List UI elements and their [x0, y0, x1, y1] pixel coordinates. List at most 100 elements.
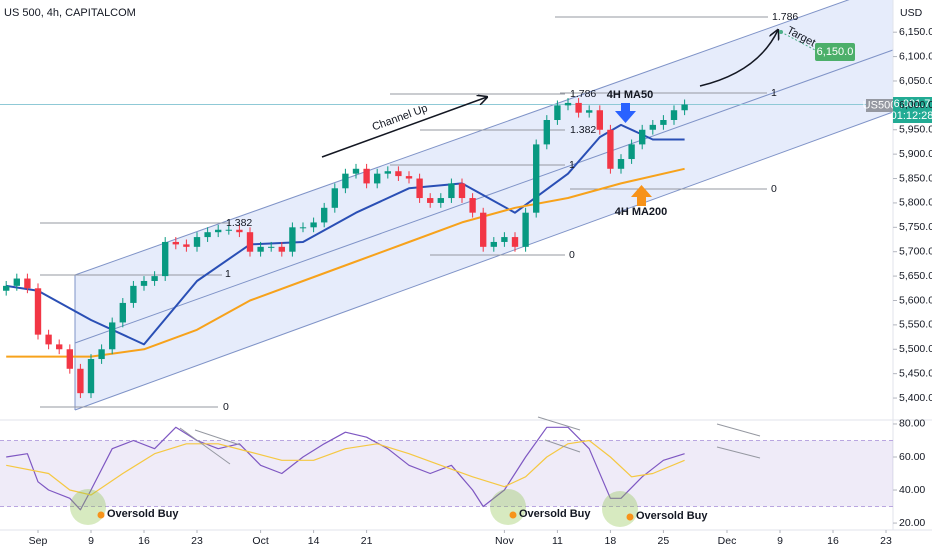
y-tick-label: 5,400.0: [899, 392, 932, 404]
target-badge: [815, 43, 855, 61]
chart-title: US 500, 4h, CAPITALCOM: [4, 7, 136, 19]
candle-body: [119, 302, 126, 323]
candle-body: [193, 237, 201, 247]
fib-label: 1.382: [570, 124, 596, 136]
series-line: [6, 439, 685, 496]
marker-dot: [509, 511, 517, 519]
candle-body: [87, 359, 95, 394]
candle-body: [490, 241, 497, 247]
candle-body: [45, 334, 52, 345]
x-tick-label: 23: [191, 535, 203, 547]
target-label: 6,150.0: [817, 46, 854, 58]
down-arrow: [615, 103, 636, 123]
candle-body: [66, 349, 73, 369]
y-tick-label: 6,100.0: [899, 50, 932, 62]
candle-body: [639, 129, 646, 145]
rsi-trendline: [716, 446, 761, 459]
y-axis-label: USD: [900, 7, 923, 19]
candle-body: [278, 246, 285, 252]
rsi-trendline: [716, 423, 761, 437]
candle-body: [13, 278, 20, 286]
target-dot: [779, 30, 783, 34]
candle-body: [543, 120, 550, 145]
annotation: Oversold Buy: [519, 508, 591, 520]
x-tick-label: Sep: [29, 535, 48, 547]
fib-label: 1.786: [772, 11, 798, 23]
candle-body: [299, 227, 307, 229]
y-tick-label: 5,850.0: [899, 172, 932, 184]
candle-body: [554, 105, 561, 120]
candle-body: [416, 178, 423, 199]
target-line: [780, 31, 816, 51]
candle-body: [331, 188, 338, 208]
marker-dot: [626, 513, 634, 521]
x-tick-label: Nov: [495, 535, 514, 547]
candle-body: [448, 183, 455, 199]
candle-body: [511, 237, 519, 247]
annotation: Oversold Buy: [107, 508, 179, 520]
candle-body: [384, 171, 391, 174]
rsi-trendline: [537, 416, 581, 431]
x-tick-label: 23: [880, 535, 892, 547]
symbol-badge: [866, 99, 893, 112]
candle-body: [321, 207, 328, 223]
fib-label: 1.382: [226, 217, 252, 229]
candle-body: [257, 246, 264, 252]
candle-body: [564, 102, 572, 106]
x-tick-label: 25: [658, 535, 670, 547]
y-tick-label: 5,600.0: [899, 294, 932, 306]
y-tick-label: 6,000.0: [899, 99, 932, 111]
candle-body: [596, 110, 603, 130]
candle-body: [352, 168, 360, 174]
y-tick-label: 5,700.0: [899, 245, 932, 257]
candle-body: [395, 171, 402, 177]
countdown: 01:12:28: [891, 110, 932, 122]
candle-body: [363, 168, 370, 184]
candle-body: [289, 227, 296, 252]
candle-body: [533, 144, 540, 213]
candle-body: [204, 232, 211, 238]
channel-arrow: [321, 97, 487, 158]
candle-body: [670, 110, 678, 120]
candle-body: [3, 285, 10, 291]
channel-fill: [75, 0, 893, 410]
candle-body: [617, 159, 625, 169]
fib-label: 1.786: [570, 88, 596, 100]
candle-body: [140, 280, 148, 286]
candle-body: [98, 349, 105, 360]
candle-body: [575, 102, 582, 113]
candle-body: [649, 124, 656, 130]
candle-body: [225, 229, 232, 231]
fib-label: 0: [223, 401, 229, 413]
x-tick-label: Dec: [718, 535, 737, 547]
y-tick-label: 80.00: [899, 418, 925, 430]
candle-body: [215, 229, 222, 233]
candle-body: [469, 198, 476, 213]
y-tick-label: 5,550.0: [899, 319, 932, 331]
x-tick-label: 9: [777, 535, 783, 547]
price-badge: [893, 97, 932, 123]
y-tick-label: 20.00: [899, 517, 925, 529]
candle-body: [56, 344, 63, 350]
fib-label: 0: [569, 249, 575, 261]
candle-body: [427, 198, 434, 203]
candle-body: [109, 322, 116, 350]
candle-body: [236, 229, 243, 233]
annotation: 4H MA50: [607, 89, 653, 101]
candle-body: [522, 212, 529, 247]
candle-body: [24, 278, 31, 289]
x-tick-label: 9: [88, 535, 94, 547]
oversold-zone: [602, 491, 638, 527]
overlay: US 500, 4h, CAPITALCOM USD 1.786 1.786 1…: [4, 7, 932, 547]
candle-body: [151, 276, 158, 281]
marker-dot: [97, 511, 105, 519]
annotation: Oversold Buy: [636, 510, 708, 522]
series-line: [6, 426, 685, 511]
rsi-trendline: [544, 439, 581, 453]
y-tick-label: 60.00: [899, 451, 925, 463]
candle-body: [342, 173, 349, 189]
candle-body: [268, 246, 275, 248]
candle-body: [681, 104, 688, 111]
